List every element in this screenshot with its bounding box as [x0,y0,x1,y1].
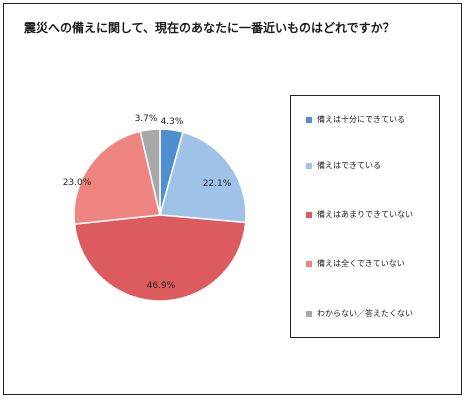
slice-label-4: 23.0% [63,178,92,188]
slice-label-1: 4.3% [161,117,184,127]
legend-label: 備えはあまりできていない [317,210,413,219]
pie-slice-3 [73,214,247,302]
legend-swatch [306,211,312,218]
legend-item-1: 備えは十分にできている [306,114,405,125]
slice-label-5: 3.7% [135,114,158,124]
legend-label: わからない／答えたくない [317,309,413,318]
legend-label: 備えは十分にできている [317,115,405,124]
legend-label: 備えはできている [317,161,381,170]
legend-label: 備えは全くできていない [317,259,405,268]
slice-label-3: 46.9% [147,281,176,291]
pie-slice-2 [159,131,247,224]
legend-item-3: 備えはあまりできていない [306,209,413,220]
legend-swatch [306,260,312,267]
legend-item-4: 備えは全くできていない [306,258,405,269]
legend-swatch [306,310,312,317]
legend: 備えは十分にできている 備えはできている備えはあまりできていない 備えは全くできてい… [290,95,440,338]
legend-item-5: わからない／答えたくない [306,308,413,319]
legend-item-2: 備えはできている [306,160,381,171]
legend-swatch [306,116,312,123]
legend-swatch [306,162,312,169]
pie-slice-4 [73,130,161,225]
chart-title: 震災への備えに関して、現在のあなたに一番近いものはどれですか？ [24,21,395,35]
slice-label-2: 22.1% [203,179,232,189]
pie-slice-5 [139,128,161,216]
